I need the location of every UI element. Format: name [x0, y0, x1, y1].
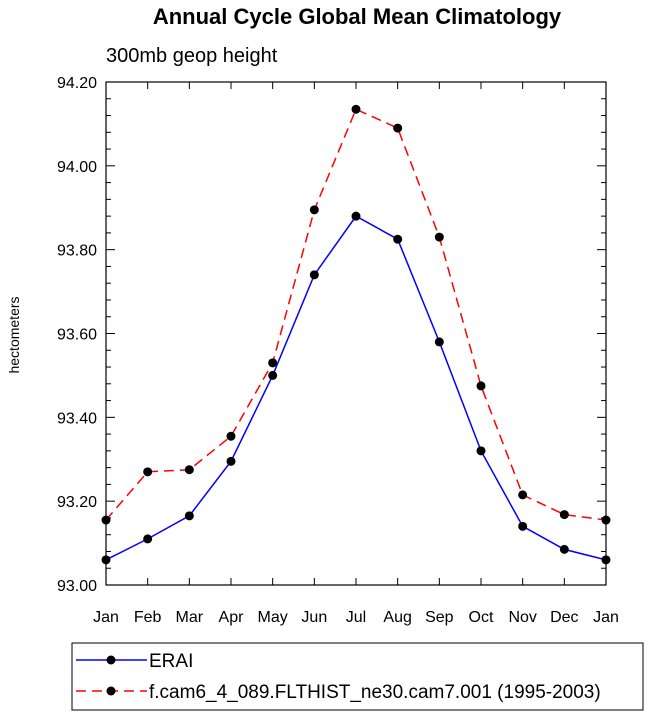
- x-tick-label: May: [258, 609, 288, 626]
- legend-label-erai: ERAI: [149, 651, 193, 672]
- y-tick-label: 93.40: [57, 410, 97, 427]
- y-tick-label: 93.80: [57, 243, 97, 260]
- data-point: [434, 337, 444, 347]
- legend-marker-cam: [106, 686, 116, 696]
- data-point: [309, 270, 319, 280]
- x-tick-label: Jan: [593, 609, 619, 626]
- data-point: [268, 358, 278, 368]
- legend-box: [71, 642, 644, 711]
- x-tick-label: Feb: [134, 609, 162, 626]
- x-tick-label: Aug: [383, 609, 411, 626]
- data-point: [601, 555, 611, 565]
- data-point: [226, 431, 236, 441]
- data-point: [268, 370, 278, 380]
- data-point: [393, 234, 403, 244]
- data-point: [476, 381, 486, 391]
- series-layer: [101, 104, 611, 565]
- axes: Jan Feb Mar Apr May Jun Jul Aug Sep Oct Nov Dec Jan 9…: [57, 75, 619, 626]
- series-line-1: [105, 108, 607, 521]
- legend: ERAI f.cam6_4_089.FLTHIST_ne30.cam7.001 …: [71, 642, 644, 711]
- data-point: [143, 467, 153, 477]
- data-point: [101, 555, 111, 565]
- legend-marker-erai: [106, 655, 116, 665]
- x-tick-label: Dec: [550, 609, 578, 626]
- data-point: [518, 490, 528, 500]
- data-point: [351, 211, 361, 221]
- data-point: [101, 515, 111, 525]
- data-point: [601, 515, 611, 525]
- x-tick-label: Mar: [176, 609, 204, 626]
- data-point: [184, 465, 194, 475]
- data-point: [476, 446, 486, 456]
- legend-label-cam: f.cam6_4_089.FLTHIST_ne30.cam7.001 (1995…: [149, 682, 601, 703]
- plot-frame: [105, 81, 607, 586]
- x-tick-label: Sep: [425, 609, 454, 626]
- data-point: [434, 232, 444, 242]
- data-point: [143, 534, 153, 544]
- chart-title: Annual Cycle Global Mean Climatology: [153, 4, 562, 29]
- x-tick-label: Jul: [346, 609, 366, 626]
- y-axis-label: hectometers: [6, 296, 22, 373]
- y-tick-label: 93.00: [57, 578, 97, 595]
- y-tick-label: 94.00: [57, 159, 97, 176]
- x-tick-label: Nov: [508, 609, 536, 626]
- data-point: [559, 544, 569, 554]
- data-point: [226, 456, 236, 466]
- y-tick-label: 94.20: [57, 75, 97, 92]
- data-point: [559, 510, 569, 520]
- y-tick-label: 93.20: [57, 494, 97, 511]
- data-point: [351, 104, 361, 114]
- x-tick-label: Oct: [469, 609, 494, 626]
- series-line-0: [105, 215, 607, 561]
- data-point: [393, 123, 403, 133]
- data-point: [309, 205, 319, 215]
- y-tick-label: 93.60: [57, 327, 97, 344]
- data-point: [518, 521, 528, 531]
- x-tick-label: Jun: [301, 609, 327, 626]
- chart-subtitle: 300mb geop height: [106, 45, 278, 67]
- data-point: [184, 511, 194, 521]
- x-tick-label: Jan: [93, 609, 119, 626]
- x-tick-label: Apr: [219, 609, 245, 626]
